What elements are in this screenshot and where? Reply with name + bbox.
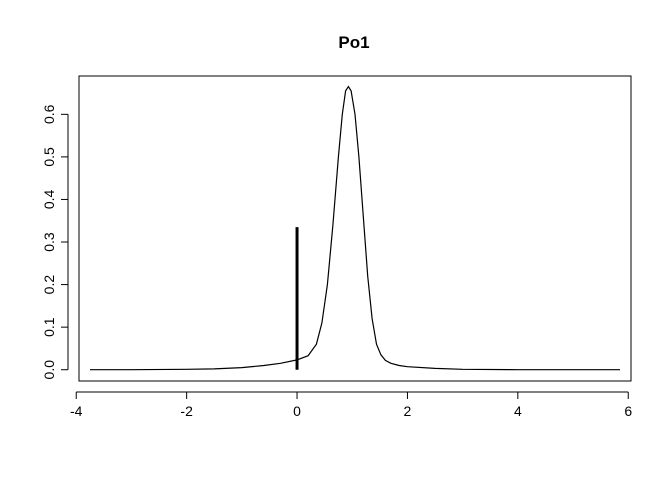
- y-tick-label: 0.1: [41, 317, 57, 337]
- y-tick-label: 0.0: [41, 360, 57, 380]
- x-tick-label: 4: [514, 403, 522, 419]
- y-tick-label: 0.3: [41, 232, 57, 252]
- y-axis: 0.0 0.1 0.2 0.3 0.4 0.5 0.6: [41, 104, 69, 380]
- x-tick-label: -4: [70, 403, 83, 419]
- y-tick-label: 0.5: [41, 147, 57, 167]
- density-line: [90, 85, 620, 371]
- x-tick-label: 0: [293, 403, 301, 419]
- plot-box: [78, 75, 632, 382]
- x-axis: -4 -2 0 2 4 6: [70, 391, 632, 419]
- series-group: [90, 85, 620, 371]
- x-tick-label: -2: [180, 403, 193, 419]
- y-tick-label: 0.2: [41, 275, 57, 295]
- x-tick-label: 6: [624, 403, 632, 419]
- y-tick-label: 0.4: [41, 190, 57, 210]
- x-tick-label: 2: [404, 403, 412, 419]
- chart-title: Po1: [338, 33, 369, 52]
- y-tick-label: 0.6: [41, 104, 57, 124]
